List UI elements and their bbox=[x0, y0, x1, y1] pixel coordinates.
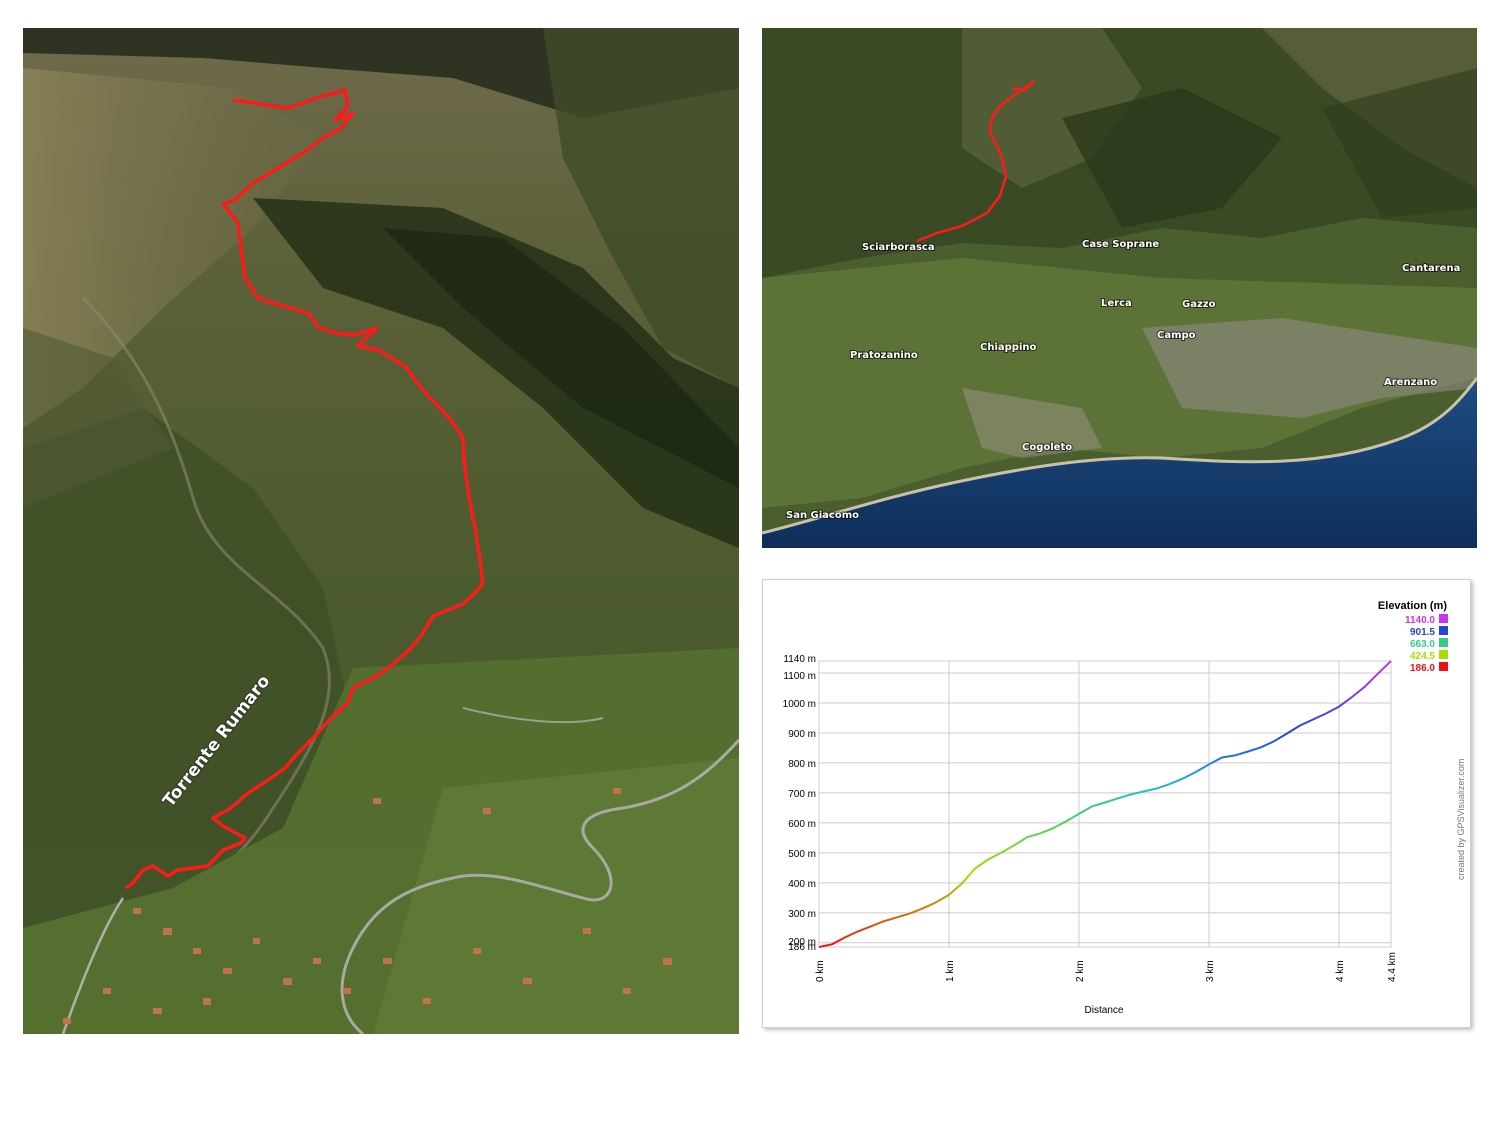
legend-value: 186.0 bbox=[1410, 663, 1435, 674]
place-gazzo: Gazzo bbox=[1182, 299, 1216, 310]
plot-frame bbox=[818, 660, 1392, 948]
chart-grid bbox=[818, 660, 1392, 948]
elevation-line bbox=[818, 660, 1392, 948]
y-tick-label: 1140 m bbox=[783, 654, 816, 665]
x-axis-label: Distance bbox=[1085, 1005, 1124, 1016]
village-houses bbox=[63, 788, 672, 1024]
credit-text: created by GPSVisualizer.com bbox=[1456, 759, 1466, 880]
x-tick-label: 4.4 km bbox=[1387, 952, 1398, 982]
y-tick-label: 186 m bbox=[788, 942, 816, 953]
place-sciarborasca: Sciarborasca bbox=[862, 242, 935, 253]
legend-swatch bbox=[1439, 614, 1448, 623]
left-aerial-map[interactable]: Torrente Rumaro bbox=[23, 28, 739, 1034]
y-tick-label: 1100 m bbox=[783, 671, 816, 682]
gps-track bbox=[124, 88, 485, 890]
y-tick-label: 1000 m bbox=[783, 699, 816, 710]
x-tick-label: 3 km bbox=[1205, 960, 1216, 982]
legend-value: 663.0 bbox=[1410, 639, 1435, 650]
y-tick-label: 300 m bbox=[788, 909, 816, 920]
x-tick-label: 0 km bbox=[815, 960, 826, 982]
y-tick-label: 500 m bbox=[788, 849, 816, 860]
place-cogoleto: Cogoleto bbox=[1022, 442, 1072, 453]
x-tick-label: 1 km bbox=[945, 960, 956, 982]
place-chiappino: Chiappino bbox=[980, 342, 1036, 353]
y-tick-label: 900 m bbox=[788, 729, 816, 740]
place-labels: Sciarborasca Case Soprane Cantarena Lerc… bbox=[785, 238, 1461, 522]
place-campo: Campo bbox=[1157, 330, 1196, 341]
place-san-giacomo: San Giacomo bbox=[786, 510, 859, 521]
legend-swatch bbox=[1439, 638, 1448, 647]
place-cantarena: Cantarena bbox=[1402, 263, 1460, 274]
legend-value: 901.5 bbox=[1410, 627, 1435, 638]
legend-value: 424.5 bbox=[1410, 651, 1435, 662]
y-tick-label: 600 m bbox=[788, 819, 816, 830]
place-case-soprane: Case Soprane bbox=[1082, 239, 1159, 250]
legend-swatch bbox=[1439, 650, 1448, 659]
legend-title: Elevation (m) bbox=[1378, 600, 1447, 612]
right-overview-map[interactable]: Sciarborasca Case Soprane Cantarena Lerc… bbox=[762, 28, 1477, 548]
x-tick-label: 2 km bbox=[1075, 960, 1086, 982]
place-arenzano: Arenzano bbox=[1384, 377, 1437, 388]
y-tick-label: 400 m bbox=[788, 879, 816, 890]
legend-value: 1140.0 bbox=[1405, 615, 1435, 626]
gps-track-overview bbox=[916, 80, 1036, 243]
x-tick-label: 4 km bbox=[1335, 960, 1346, 982]
place-lerca: Lerca bbox=[1101, 298, 1132, 309]
y-tick-label: 200 m bbox=[788, 937, 816, 948]
y-tick-label: 700 m bbox=[788, 789, 816, 800]
legend-swatch bbox=[1439, 626, 1448, 635]
elevation-profile-chart: 0 km 1 km 2 km 3 km 4 km 4.4 km 186 m 200 m 300 … bbox=[762, 579, 1471, 1028]
y-tick-label: 800 m bbox=[788, 759, 816, 770]
legend-swatch bbox=[1439, 662, 1448, 671]
place-pratozanino: Pratozanino bbox=[850, 350, 918, 361]
